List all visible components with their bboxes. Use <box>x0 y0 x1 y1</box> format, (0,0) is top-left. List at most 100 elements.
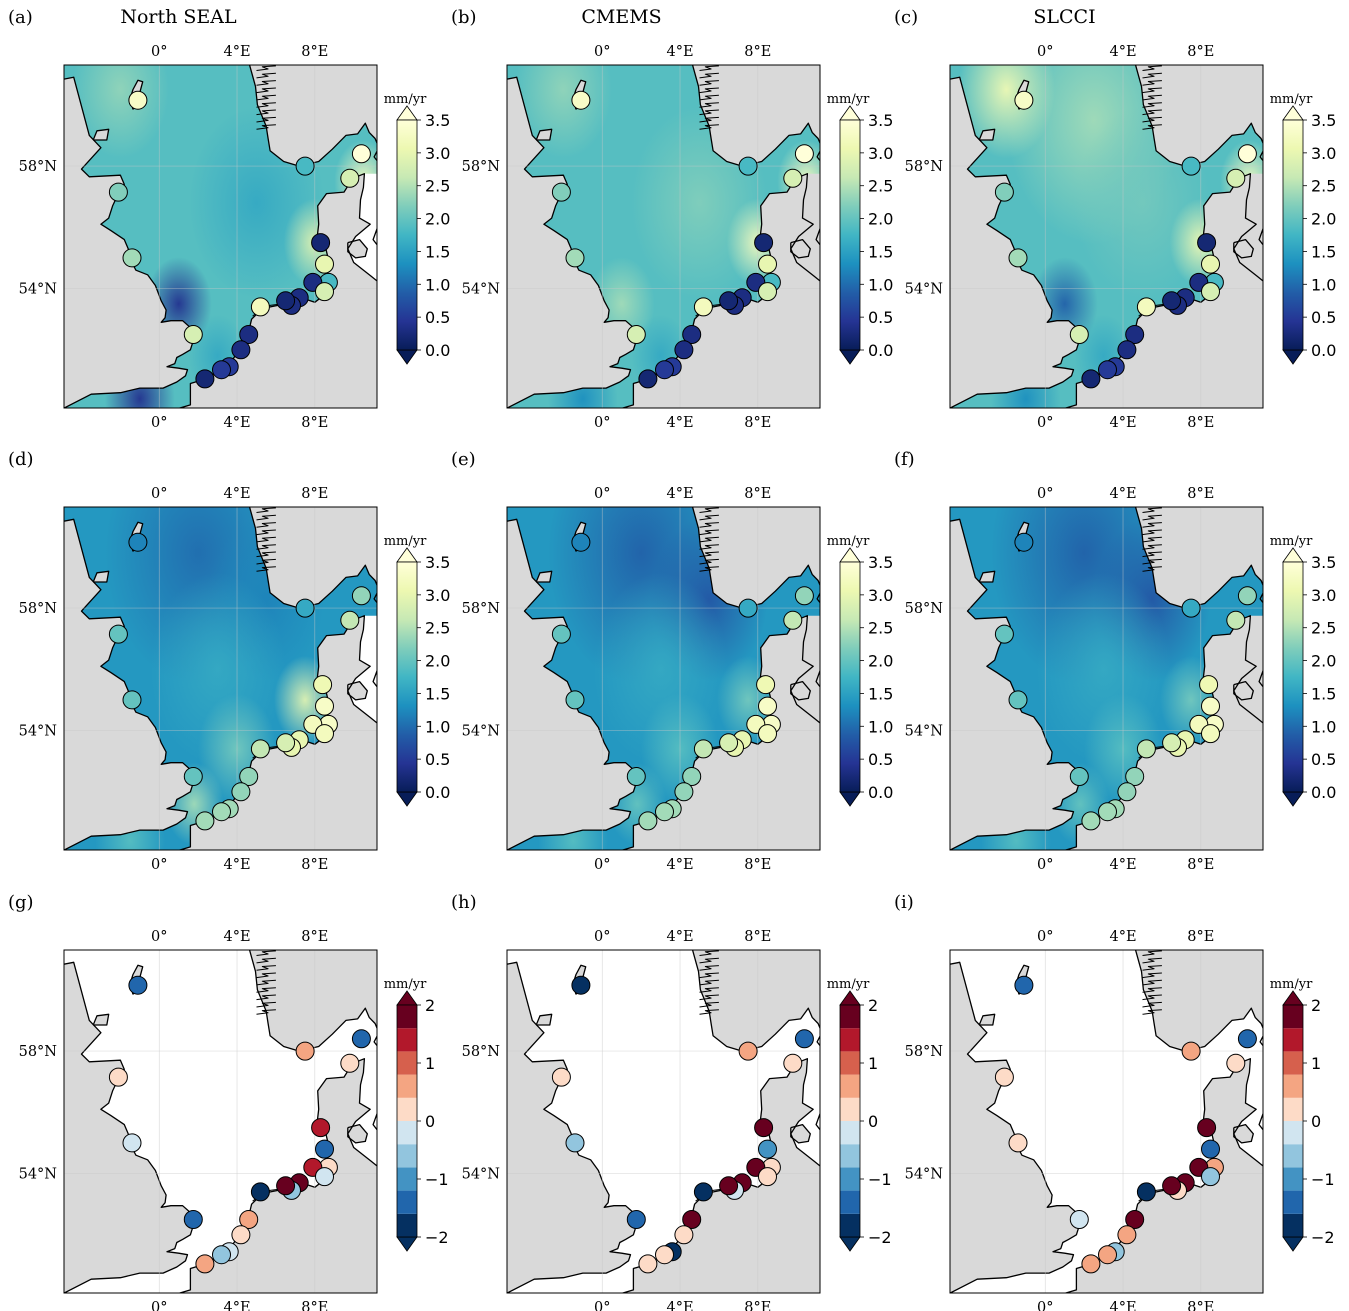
colorbar-tick-label: 1 <box>1311 1054 1321 1073</box>
station-marker <box>1125 325 1145 344</box>
panel-label: (b) <box>451 7 477 28</box>
lon-tick-label-bottom: 8°E <box>1187 1300 1214 1311</box>
station-marker <box>1181 1041 1201 1061</box>
colorbar-tick-label: 2.5 <box>868 619 893 638</box>
station-marker <box>682 325 702 344</box>
station-marker <box>1237 1029 1257 1049</box>
colorbar-tick-label: 0.5 <box>1311 308 1336 327</box>
map-panel-f: 0° 0° 4°E 4°E 8°E 8°E 58°N 54°N (f) mm/yr 3.5 3.0 2.… <box>894 449 1336 873</box>
colorbar-tick-label: 2.5 <box>1311 619 1336 638</box>
station-marker <box>738 598 758 618</box>
lon-tick-label-bottom: 8°E <box>744 1300 771 1311</box>
colorbar-tick-label: 0.0 <box>425 783 450 802</box>
lon-tick-label-bottom: 4°E <box>223 857 250 873</box>
lon-tick-label-bottom: 0° <box>1037 857 1053 873</box>
colorbar-tick-label: 0.5 <box>425 308 450 327</box>
map-frame <box>63 506 378 851</box>
station-marker <box>783 1053 803 1073</box>
colorbar-tick-label: 3.5 <box>425 553 450 572</box>
colorbar-tick-label: 2.0 <box>868 210 893 229</box>
station-marker <box>1014 532 1034 552</box>
panel-label: (i) <box>894 892 914 913</box>
station-marker <box>122 690 142 710</box>
station-marker <box>212 802 231 822</box>
colorbar-tick-label: 1.0 <box>1311 275 1336 294</box>
map-frame <box>506 64 821 409</box>
station-marker <box>551 624 571 644</box>
lon-tick-label-top: 4°E <box>223 929 250 945</box>
panel-label: (e) <box>451 449 476 470</box>
station-marker <box>1197 1118 1217 1138</box>
station-marker <box>1125 767 1145 786</box>
station-marker <box>719 291 739 311</box>
station-marker <box>1162 1176 1182 1196</box>
station-marker <box>1081 1254 1101 1274</box>
column-title: North SEAL <box>120 6 237 28</box>
map-panel-e: 0° 0° 4°E 4°E 8°E 8°E 58°N 54°N (e) mm/yr 3.5 3.0 2.… <box>451 449 893 873</box>
station-marker <box>231 782 251 802</box>
lon-tick-label-bottom: 0° <box>594 857 610 873</box>
map-panel-b: 0° 0° 4°E 4°E 8°E 8°E 58°N 54°N (b) CMEMS mm/yr 3.5… <box>451 6 893 431</box>
colorbar-tick-label: 2.5 <box>425 619 450 638</box>
lon-tick-label-top: 8°E <box>1187 929 1214 945</box>
station-marker <box>794 586 814 606</box>
station-marker <box>1069 767 1089 786</box>
map-frame <box>506 506 821 851</box>
colorbar-tick-label: 0.0 <box>868 783 893 802</box>
station-marker <box>313 675 333 695</box>
lon-tick-label-bottom: 4°E <box>666 415 693 431</box>
station-marker <box>122 1133 142 1153</box>
station-marker <box>195 369 215 389</box>
tide-gauge-stations <box>994 975 1257 1274</box>
station-marker <box>1162 291 1182 311</box>
colorbar: mm/yr 3.5 3.0 2.5 2.0 1.5 1.0 0.5 0.0 <box>1270 92 1336 365</box>
colorbar-tick-label: 3.0 <box>1311 144 1336 163</box>
station-marker <box>315 254 334 274</box>
station-marker <box>674 782 694 802</box>
lon-tick-label-top: 4°E <box>223 44 250 60</box>
colorbar-unit-label: mm/yr <box>384 92 427 107</box>
colorbar-tick-label: 2.5 <box>425 177 450 196</box>
station-marker <box>1081 811 1101 831</box>
station-marker <box>183 325 203 344</box>
station-marker <box>682 1210 702 1229</box>
station-marker <box>638 1254 658 1274</box>
colorbar-tick-label: 1.5 <box>868 242 893 261</box>
station-marker <box>195 811 215 831</box>
lon-tick-label-top: 4°E <box>666 44 693 60</box>
station-marker <box>250 1182 270 1202</box>
station-marker <box>1098 360 1117 380</box>
station-marker <box>183 1210 203 1229</box>
colorbar-tick-label: 3.0 <box>868 144 893 163</box>
station-marker <box>250 297 270 317</box>
station-marker <box>719 733 739 753</box>
colorbar-tick-label: 0 <box>425 1112 435 1131</box>
station-marker <box>571 532 591 552</box>
station-marker <box>183 767 203 786</box>
tide-gauge-stations <box>108 90 371 389</box>
station-marker <box>351 586 371 606</box>
tide-gauge-stations <box>551 90 814 389</box>
station-marker <box>565 248 585 268</box>
lat-tick-label: 54°N <box>905 282 944 298</box>
station-marker <box>783 610 803 630</box>
map-panel-a: 0° 0° 4°E 4°E 8°E 8°E 58°N 54°N (a) North SEAL mm/… <box>8 6 450 431</box>
station-marker <box>276 733 296 753</box>
map-panel-d: 0° 0° 4°E 4°E 8°E 8°E 58°N 54°N (d) mm/yr 3.5 3.0 2.… <box>8 449 450 873</box>
tide-gauge-stations <box>551 532 814 831</box>
station-marker <box>1201 1167 1220 1187</box>
colorbar-tick-label: 2.5 <box>868 177 893 196</box>
colorbar-tick-label: −2 <box>868 1228 892 1247</box>
station-marker <box>276 1176 296 1196</box>
tide-gauge-stations <box>108 975 371 1274</box>
lon-tick-label-top: 4°E <box>1109 929 1136 945</box>
station-marker <box>1201 254 1220 274</box>
station-marker <box>758 724 777 744</box>
colorbar-tick-label: 3.0 <box>1311 586 1336 605</box>
station-marker <box>655 1245 674 1265</box>
map-frame <box>506 949 821 1294</box>
colorbar-tick-label: 2 <box>868 996 878 1015</box>
colorbar-unit-label: mm/yr <box>1270 534 1313 549</box>
lat-tick-label: 54°N <box>462 282 501 298</box>
station-marker <box>231 1225 251 1245</box>
